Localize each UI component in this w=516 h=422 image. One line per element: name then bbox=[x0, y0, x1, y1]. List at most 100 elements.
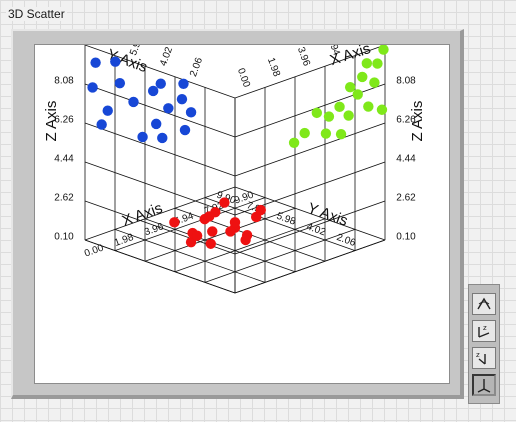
scatter-point-series-1 bbox=[361, 58, 373, 69]
scatter-point-series-1 bbox=[352, 89, 363, 100]
floor-gridline bbox=[204, 229, 356, 283]
scatter-point-series-1 bbox=[369, 77, 380, 88]
xy-plane-view-button[interactable] bbox=[472, 374, 496, 396]
scatter-point-series-1 bbox=[334, 101, 345, 113]
wall-gridline bbox=[84, 45, 236, 99]
scatter-point-series-0 bbox=[178, 78, 189, 89]
floor-gridline bbox=[144, 218, 296, 273]
graph-palette: z z bbox=[468, 284, 500, 404]
floor-gridline bbox=[144, 207, 296, 262]
scatter-point-series-1 bbox=[363, 101, 374, 112]
scatter-point-series-2 bbox=[207, 226, 218, 237]
svg-text:z: z bbox=[476, 351, 480, 359]
z-axis-title-left: Z Axis bbox=[43, 101, 60, 142]
scatter-point-series-0 bbox=[176, 93, 188, 105]
rotate-view-button[interactable] bbox=[472, 293, 496, 315]
y-tick-label-top: 4.02 bbox=[158, 45, 175, 67]
wall-gridline bbox=[84, 239, 236, 294]
z-tick-label-left: 0.10 bbox=[54, 231, 74, 242]
scatter-point-series-2 bbox=[219, 197, 230, 208]
wall-gridline bbox=[234, 45, 386, 99]
scatter-point-series-2 bbox=[191, 230, 203, 241]
wall-gridline bbox=[84, 161, 236, 216]
floor-gridline bbox=[174, 218, 326, 273]
z-tick-label-right: 9.90 bbox=[396, 45, 416, 47]
z-tick-label-right: 2.62 bbox=[396, 192, 416, 203]
scatter-point-series-0 bbox=[114, 77, 126, 89]
scatter-point-series-1 bbox=[378, 45, 389, 55]
floor-gridline bbox=[114, 197, 266, 251]
floor-gridline bbox=[114, 229, 266, 283]
scatter-point-series-1 bbox=[335, 128, 347, 140]
scatter-point-series-1 bbox=[344, 81, 356, 93]
scatter-point-series-0 bbox=[157, 132, 168, 144]
xz-plane-view-button[interactable]: z bbox=[472, 320, 496, 342]
z-tick-label-right: 8.08 bbox=[396, 75, 416, 86]
scatter-point-series-0 bbox=[185, 107, 197, 118]
scatter-point-series-1 bbox=[320, 128, 332, 139]
scatter-3d-chart[interactable]: 0.000.001.981.983.963.965.945.947.927.92… bbox=[35, 45, 449, 383]
z-tick-label-left: 2.62 bbox=[54, 192, 74, 203]
scatter-point-series-1 bbox=[288, 137, 300, 148]
wall-gridline bbox=[84, 122, 236, 177]
panel-title: 3D Scatter bbox=[6, 7, 67, 21]
z-tick-label-left: 4.44 bbox=[54, 153, 74, 164]
z-tick-label-right: 0.10 bbox=[396, 231, 416, 242]
z-tick-label-left: 6.26 bbox=[54, 114, 74, 125]
wall-gridline bbox=[234, 122, 386, 177]
y-tick-label-bottom: 5.98 bbox=[275, 211, 297, 228]
y-tick-label-bottom: 2.06 bbox=[335, 232, 357, 249]
scatter-point-series-1 bbox=[311, 107, 323, 119]
scatter-point-series-2 bbox=[210, 206, 221, 218]
wall-gridline bbox=[234, 83, 386, 138]
wall-gridline bbox=[84, 83, 236, 138]
floor-gridline bbox=[234, 186, 386, 241]
scatter-point-series-2 bbox=[225, 226, 236, 237]
z-tick-label-right: 4.44 bbox=[396, 153, 416, 164]
x-tick-label-top: 1.98 bbox=[265, 56, 282, 78]
x-tick-label-bottom: 3.96 bbox=[143, 221, 165, 238]
floor-gridline bbox=[204, 197, 356, 251]
scatter-point-series-0 bbox=[179, 124, 191, 136]
scatter-point-series-0 bbox=[147, 85, 159, 97]
yz-plane-view-icon: z bbox=[476, 351, 486, 365]
z-axis-title-right: Z Axis bbox=[409, 101, 426, 142]
z-tick-label-right: 6.26 bbox=[396, 114, 416, 125]
x-tick-label-bottom: 1.98 bbox=[113, 232, 135, 249]
scatter-point-series-1 bbox=[299, 127, 310, 139]
x-tick-label-top: 3.96 bbox=[295, 46, 312, 68]
x-tick-label-top: 0.00 bbox=[235, 67, 252, 89]
scatter-point-series-0 bbox=[137, 131, 148, 143]
xz-plane-view-icon: z bbox=[478, 324, 490, 338]
scatter-point-series-0 bbox=[163, 103, 174, 114]
wall-gridline bbox=[234, 239, 386, 294]
scatter-point-series-0 bbox=[155, 78, 166, 89]
plot-area[interactable]: 0.000.001.981.983.963.965.945.947.927.92… bbox=[34, 44, 450, 384]
svg-text:z: z bbox=[483, 324, 487, 332]
scatter-point-series-0 bbox=[87, 82, 98, 93]
scatter-point-series-1 bbox=[357, 71, 368, 83]
yz-plane-view-button[interactable]: z bbox=[472, 347, 496, 369]
z-tick-label-left: 8.08 bbox=[54, 75, 74, 86]
z-tick-label-left: 9.90 bbox=[54, 45, 74, 47]
y-tick-label-top: 2.06 bbox=[188, 56, 205, 78]
scatter-point-series-1 bbox=[343, 110, 354, 121]
scatter-point-series-0 bbox=[151, 118, 162, 130]
scatter-point-series-1 bbox=[372, 58, 383, 69]
x-tick-label-bottom: 0.00 bbox=[83, 242, 105, 259]
scatter-point-series-2 bbox=[240, 234, 251, 246]
wall-gridline bbox=[234, 200, 386, 255]
scatter-point-series-2 bbox=[169, 217, 180, 228]
scatter-point-series-0 bbox=[90, 57, 101, 68]
y-tick-label-top: 7.94 bbox=[98, 45, 115, 46]
scatter-point-series-0 bbox=[102, 105, 113, 116]
scatter-point-series-1 bbox=[323, 111, 335, 122]
xy-plane-view-icon bbox=[477, 379, 491, 393]
y-tick-label-bottom: 4.02 bbox=[305, 221, 327, 238]
rotate-view-icon bbox=[477, 297, 491, 310]
scatter-point-series-0 bbox=[128, 96, 139, 108]
scatter-point-series-0 bbox=[110, 56, 121, 67]
scatter-point-series-1 bbox=[376, 104, 388, 115]
scatter-point-series-0 bbox=[96, 119, 107, 130]
scatter-point-series-2 bbox=[255, 204, 266, 216]
